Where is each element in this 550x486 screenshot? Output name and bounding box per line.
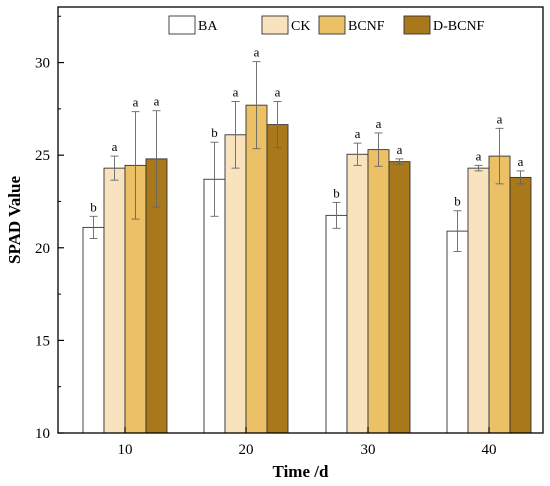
significance-label: a [154, 94, 160, 109]
significance-label: b [90, 199, 97, 214]
significance-label: a [497, 111, 503, 126]
significance-label: a [233, 84, 239, 99]
error-bar [110, 155, 119, 181]
significance-label: a [355, 126, 361, 141]
significance-label: b [454, 194, 461, 209]
legend-swatch [403, 15, 431, 35]
bar-d-bcnf-30 [388, 161, 411, 434]
significance-label: a [254, 45, 260, 60]
error-bar [152, 110, 161, 208]
y-axis-title: SPAD Value [5, 176, 24, 264]
y-tick-label: 15 [35, 333, 50, 349]
legend-label: BA [198, 19, 218, 34]
error-bar [273, 101, 282, 149]
significance-label: a [397, 142, 403, 157]
legend-item-bcnf: BCNF [318, 15, 385, 35]
bar-ck-30 [346, 153, 369, 434]
bar-ba-10 [82, 226, 105, 434]
significance-label: a [476, 148, 482, 163]
legend-item-ba: BA [168, 15, 218, 35]
bar-ck-40 [467, 167, 490, 434]
y-tick-label: 20 [35, 241, 50, 257]
x-tick-label: 20 [239, 442, 254, 458]
bar-d-bcnf-20 [266, 124, 289, 434]
bar-ck-10 [103, 167, 126, 434]
bar-bcnf-40 [488, 155, 511, 434]
error-bar [332, 201, 341, 229]
error-bar [495, 127, 504, 185]
bar-bcnf-20 [245, 104, 268, 434]
legend-swatch [168, 15, 196, 35]
legend-swatch [318, 15, 346, 35]
significance-label: b [333, 185, 340, 200]
x-axis-title: Time /d [273, 462, 329, 481]
error-bar [231, 101, 240, 169]
bars-layer [82, 104, 532, 434]
significance-label: a [275, 84, 281, 99]
y-axis: 10 15 20 25 30 [35, 15, 64, 442]
bar-ba-20 [203, 178, 226, 434]
significance-label: a [133, 95, 139, 110]
error-bar [252, 61, 261, 150]
legend-label: D-BCNF [433, 19, 485, 34]
error-bar [374, 132, 383, 167]
error-bar [89, 215, 98, 239]
bar-d-bcnf-40 [509, 176, 532, 434]
legend-swatch [261, 15, 289, 35]
significance-label: a [112, 139, 118, 154]
x-tick-label: 10 [118, 442, 133, 458]
error-bar [474, 164, 483, 172]
plot-frame [57, 6, 544, 434]
significance-label: a [376, 116, 382, 131]
y-tick-label: 30 [35, 56, 50, 72]
error-bar [516, 170, 525, 185]
x-axis: 10 20 30 40 [118, 427, 497, 458]
legend-item-ck: CK [261, 15, 310, 35]
error-bar [453, 210, 462, 252]
bar-ba-40 [446, 230, 469, 434]
x-tick-label: 40 [482, 442, 497, 458]
legend: BA CK BCNF D-BCNF [168, 15, 485, 35]
bar-ck-20 [224, 134, 247, 434]
legend-label: CK [291, 19, 310, 34]
error-bar [395, 158, 404, 165]
error-bar [210, 141, 219, 217]
bar-bcnf-30 [367, 149, 390, 434]
bar-ba-30 [325, 214, 348, 434]
error-bar [353, 142, 362, 166]
legend-label: BCNF [348, 19, 385, 34]
legend-item-d-bcnf: D-BCNF [403, 15, 485, 35]
y-tick-label: 25 [35, 148, 50, 164]
significance-label: a [518, 154, 524, 169]
y-tick-label: 10 [35, 426, 50, 442]
significance-label: b [211, 125, 218, 140]
error-bars-layer [89, 61, 525, 252]
x-tick-label: 30 [361, 442, 376, 458]
error-bar [131, 111, 140, 220]
